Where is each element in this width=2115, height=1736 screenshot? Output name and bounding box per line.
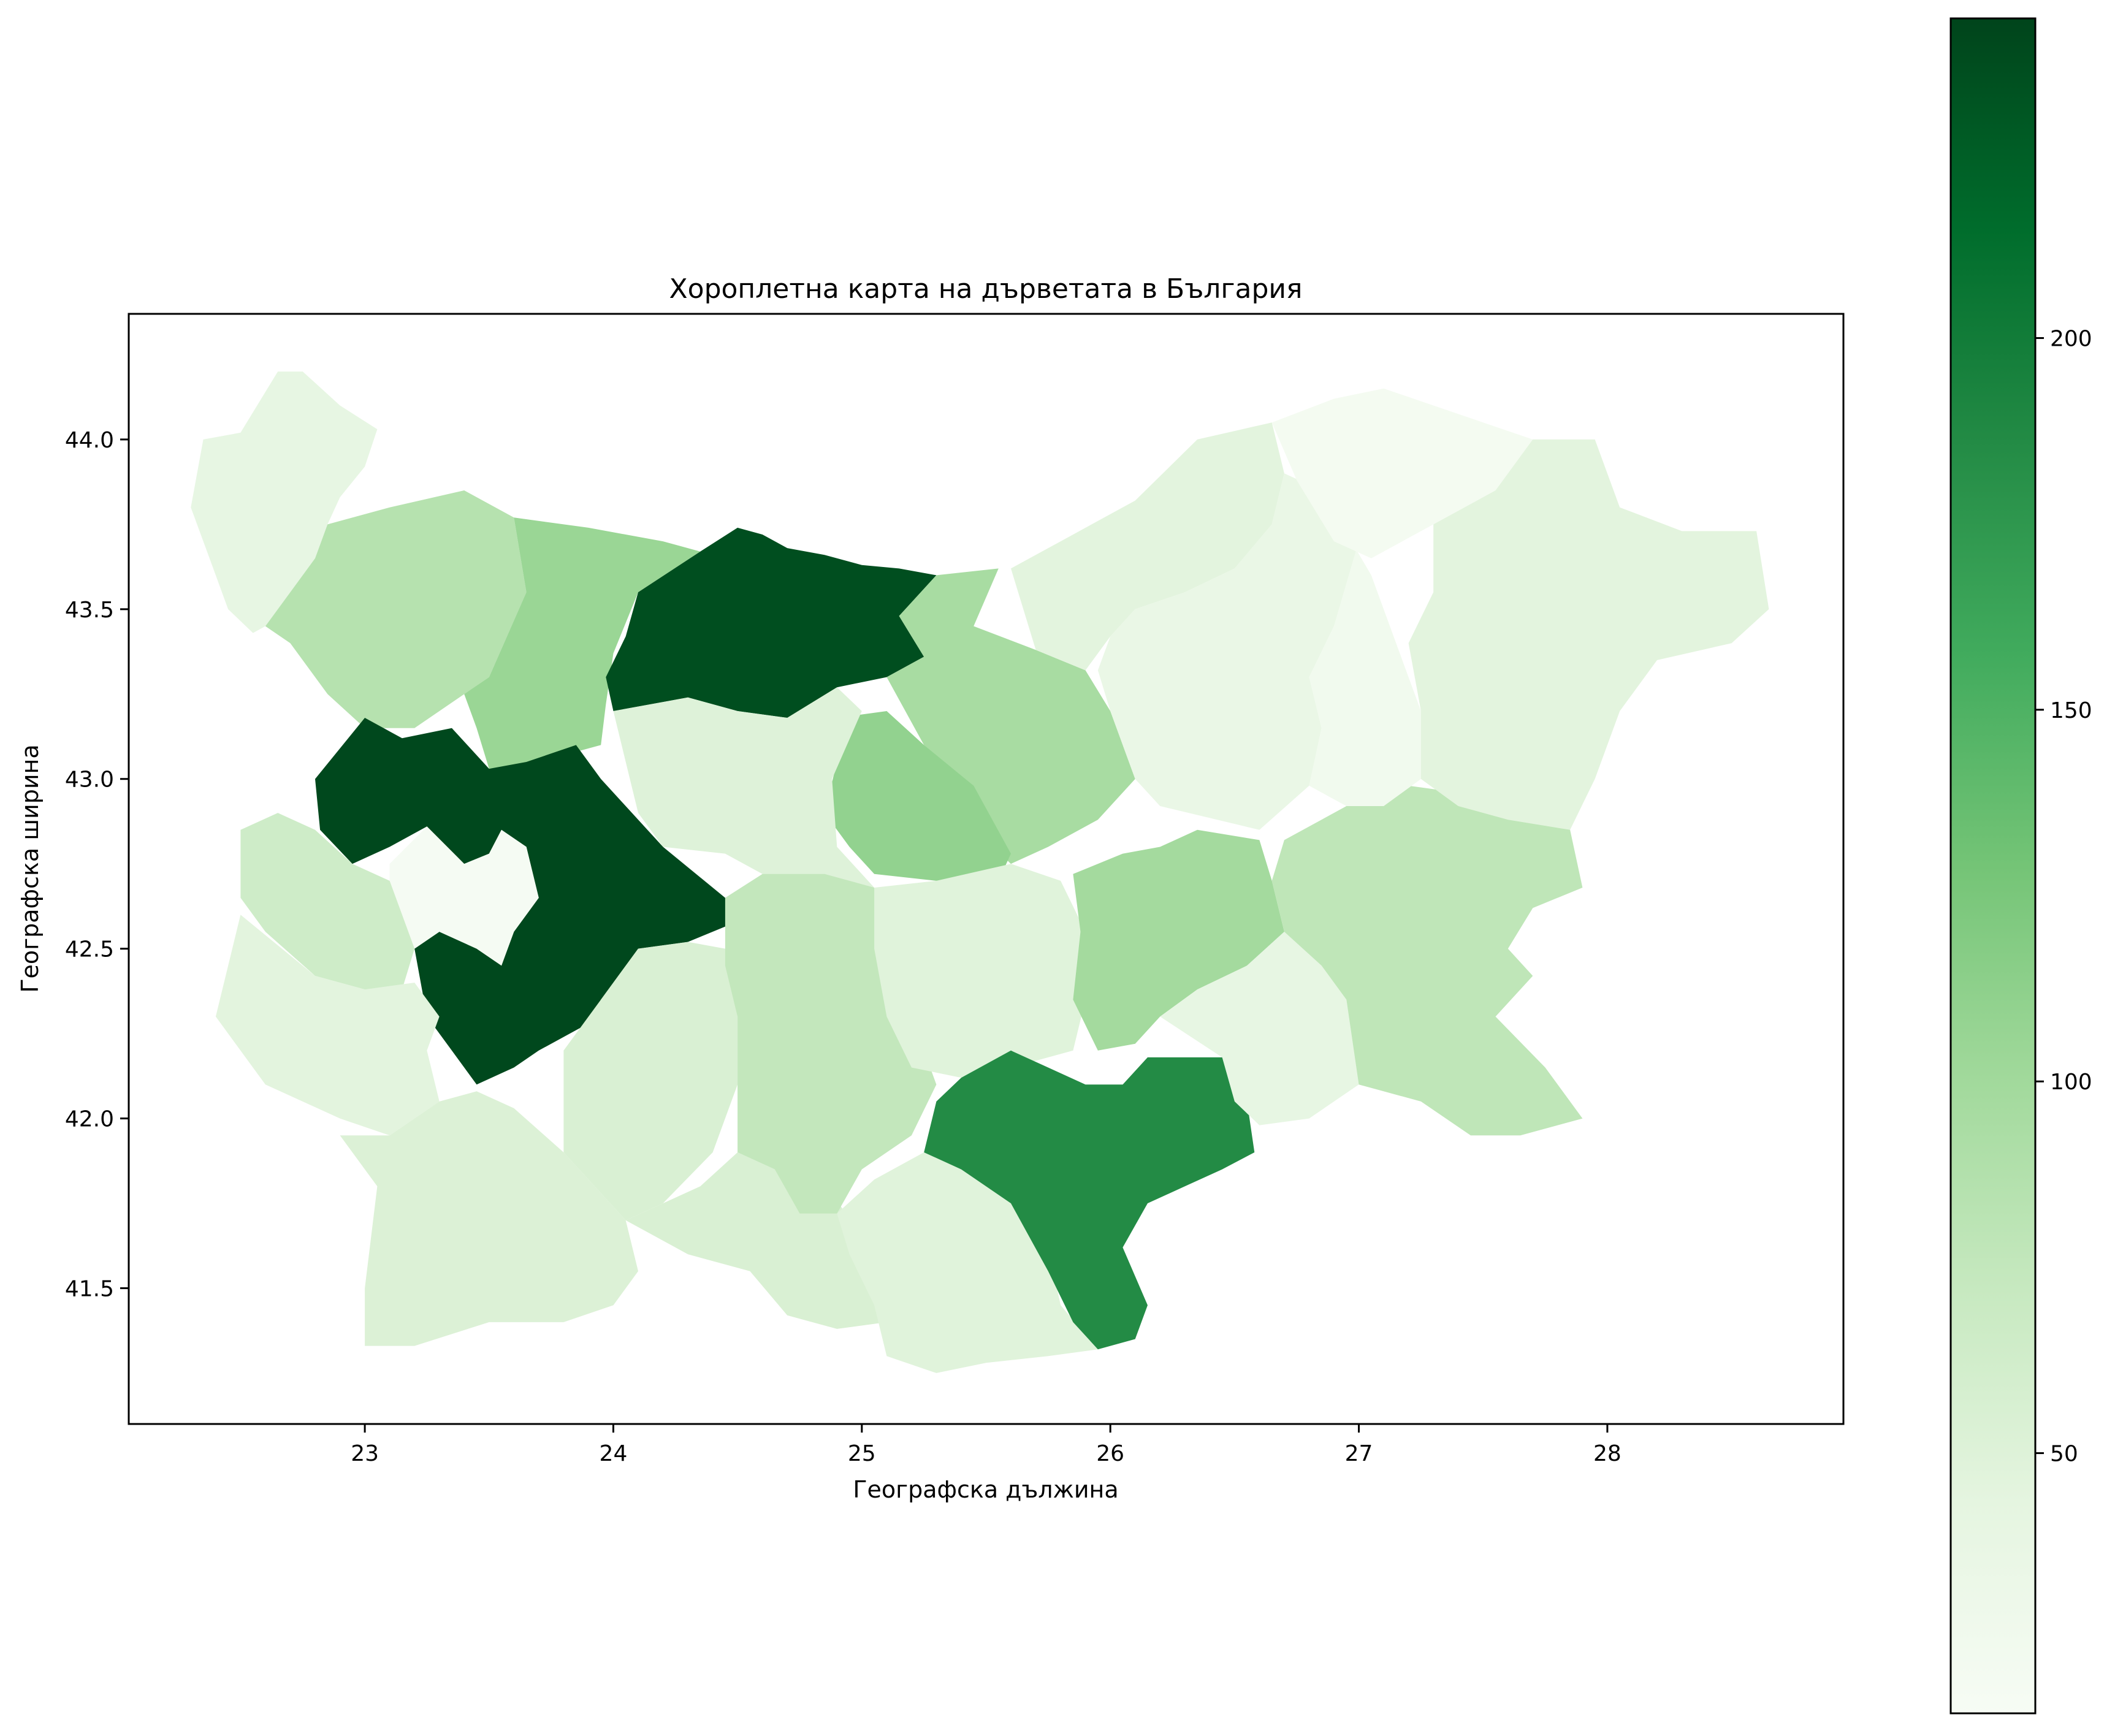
x-tick-label: 25 xyxy=(848,1441,876,1466)
colorbar-frame xyxy=(1949,17,2037,1715)
colorbar-tick-label: 150 xyxy=(2050,698,2092,723)
map-region-4 xyxy=(606,527,937,718)
y-tick-label: 43.5 xyxy=(65,598,114,623)
y-tick-label: 41.5 xyxy=(65,1276,114,1301)
x-tick-label: 23 xyxy=(351,1441,379,1466)
map-region-2 xyxy=(265,490,527,728)
map-region-21 xyxy=(1271,785,1583,1136)
map-regions xyxy=(191,371,1769,1373)
map-region-22 xyxy=(1011,422,1284,671)
map-region-23 xyxy=(1097,473,1359,830)
map-region-3 xyxy=(464,517,701,769)
map-region-7 xyxy=(613,687,875,888)
y-tick-label: 42.0 xyxy=(65,1107,114,1132)
map-region-9 xyxy=(389,826,539,966)
x-axis-label: Географска дължина xyxy=(853,1476,1118,1503)
map-region-17 xyxy=(837,1152,1098,1373)
chart-title: Хороплетна карта на дърветата в България xyxy=(669,273,1303,305)
x-tick-label: 27 xyxy=(1345,1441,1373,1466)
map-region-1 xyxy=(191,371,378,633)
map-region-20 xyxy=(1160,932,1359,1125)
x-axis-ticks: 23 24 25 26 27 28 xyxy=(351,1424,1622,1466)
x-tick-label: 24 xyxy=(600,1441,628,1466)
colorbar xyxy=(1951,18,2035,1713)
map-region-11 xyxy=(215,915,440,1136)
map-region-25 xyxy=(1271,388,1533,558)
map-region-26 xyxy=(1408,439,1769,830)
x-tick-label: 26 xyxy=(1096,1441,1124,1466)
y-tick-label: 43.0 xyxy=(65,767,114,793)
map-region-5 xyxy=(886,568,1135,864)
y-tick-label: 44.0 xyxy=(65,428,114,453)
y-axis-ticks: 41.5 42.0 42.5 43.0 43.5 44.0 xyxy=(65,428,129,1301)
colorbar-ticks: 50 100 150 200 xyxy=(2035,326,2092,1467)
map-region-16 xyxy=(874,864,1086,1078)
map-region-19 xyxy=(1073,829,1284,1051)
colorbar-tick-label: 50 xyxy=(2050,1442,2078,1467)
map-region-10 xyxy=(240,813,415,990)
colorbar-tick-label: 200 xyxy=(2050,326,2092,351)
map-region-6 xyxy=(825,711,1011,881)
map-region-8 xyxy=(315,718,738,1085)
x-tick-label: 28 xyxy=(1593,1441,1622,1466)
map-region-18 xyxy=(924,1050,1255,1350)
map-region-24 xyxy=(1309,490,1421,806)
colorbar-tick-label: 100 xyxy=(2050,1070,2092,1095)
y-axis-label: Географска ширина xyxy=(17,744,44,992)
y-tick-label: 42.5 xyxy=(65,937,114,962)
plot-frame xyxy=(128,313,1845,1425)
map-region-13 xyxy=(563,942,738,1220)
map-region-12 xyxy=(340,1091,638,1346)
